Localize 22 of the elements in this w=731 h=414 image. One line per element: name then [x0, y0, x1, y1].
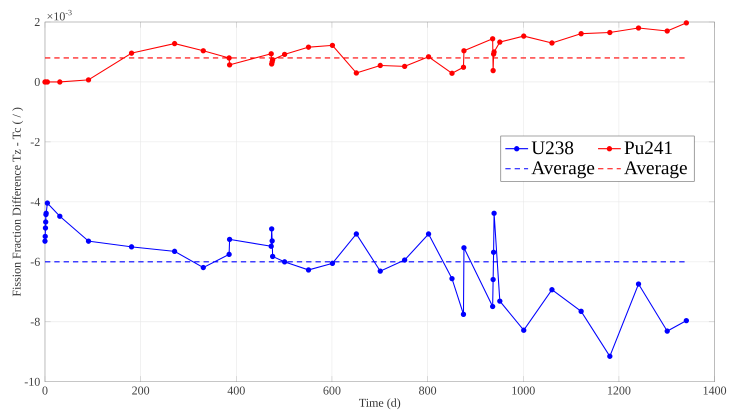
x-tick-label: 0 — [42, 386, 48, 395]
y-tick-label: -4 — [30, 198, 40, 206]
y-tick-label: 2 — [34, 18, 40, 26]
x-tick-label: 800 — [419, 386, 436, 395]
x-axis-title: Time (d) — [359, 398, 400, 410]
legend-label: U238 — [532, 141, 574, 154]
y-tick-label: -6 — [30, 258, 40, 266]
x-tick-label: 1000 — [512, 386, 535, 395]
x-tick-label: 600 — [323, 386, 340, 395]
legend-label: Pu241 — [624, 141, 672, 154]
y-tick-label: -2 — [30, 138, 40, 146]
text: ×10$^{-3}$ — [48, 10, 72, 21]
y-tick-label: 0 — [34, 78, 40, 86]
x-tick-label: 1400 — [704, 386, 726, 395]
legend-label: Average — [531, 162, 594, 178]
y-axis-title: Fission Fraction Difference Tz - Tc ( / ) — [12, 108, 24, 296]
legend-label: Average — [624, 162, 687, 178]
y-tick-label: -8 — [30, 318, 40, 326]
y-tick-label: -10 — [24, 378, 40, 386]
x-tick-label: 200 — [132, 386, 150, 395]
x-tick-label: 1200 — [608, 386, 630, 395]
x-tick-label: 400 — [228, 386, 245, 395]
